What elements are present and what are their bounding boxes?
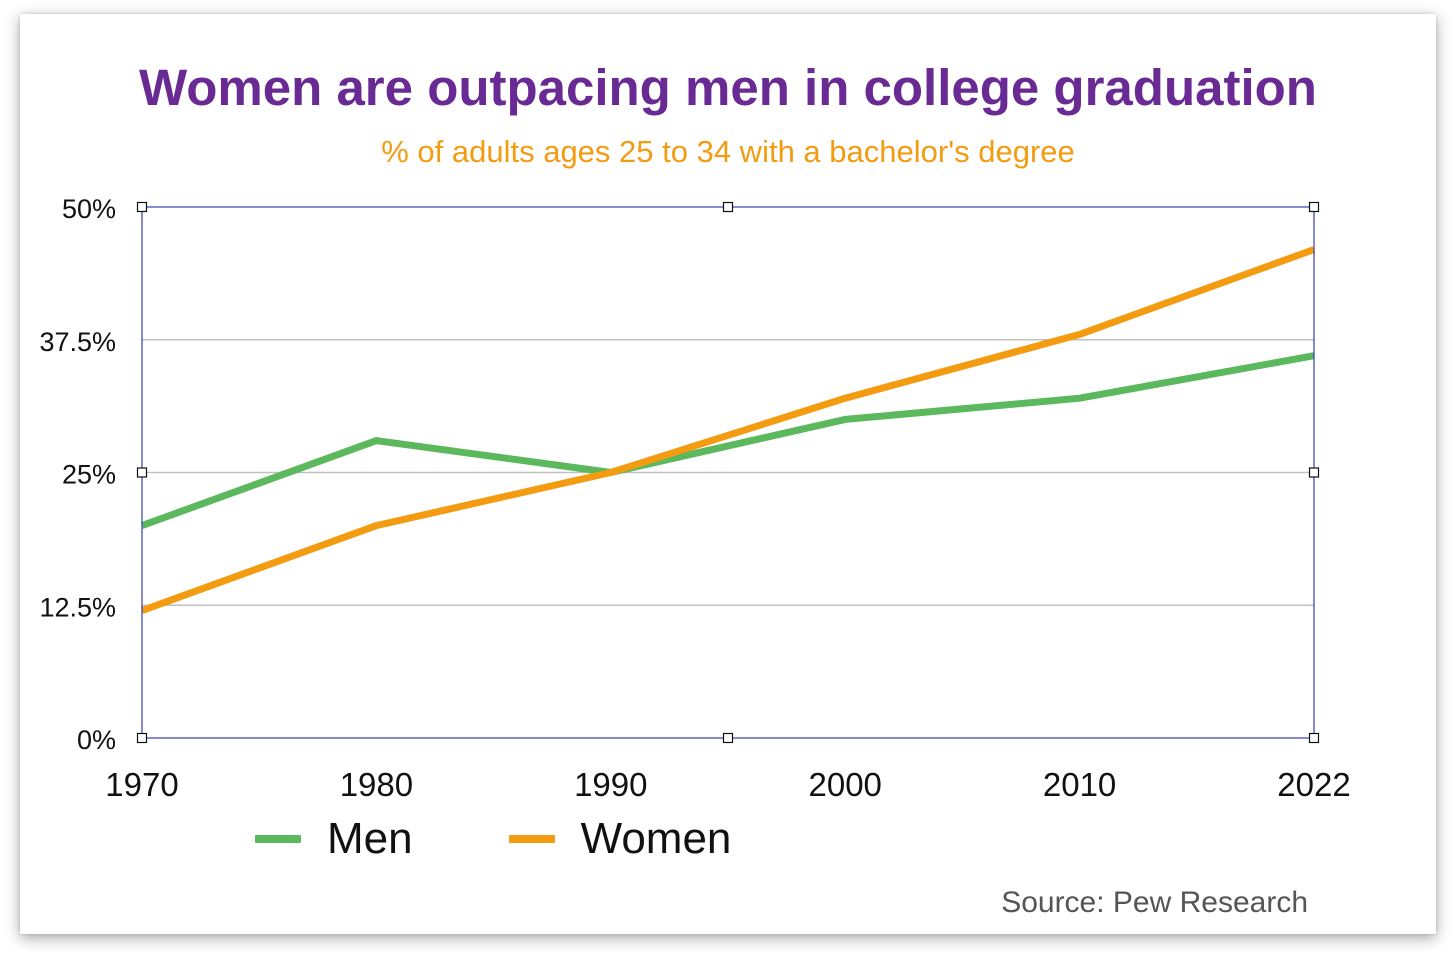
legend-label-men: Men xyxy=(327,814,413,863)
chart-title: Women are outpacing men in college gradu… xyxy=(139,59,1317,116)
resize-handle[interactable] xyxy=(722,732,734,744)
axes: 0% 12.5% 25% 37.5% 50% 1970 1980 1990 2000 2010 20… xyxy=(39,194,1350,803)
chart-legend: Men Women xyxy=(255,814,827,864)
resize-handle[interactable] xyxy=(722,201,734,213)
chart-subtitle: % of adults ages 25 to 34 with a bachelo… xyxy=(381,134,1075,169)
legend-swatch-women xyxy=(508,835,555,843)
resize-handle[interactable] xyxy=(1308,467,1320,478)
y-tick-label: 37.5% xyxy=(39,327,116,357)
x-tick-label: 2022 xyxy=(1277,766,1350,803)
legend-swatch-men xyxy=(255,835,301,843)
resize-handle[interactable] xyxy=(136,467,148,478)
series-line-men xyxy=(140,352,1315,529)
resize-handle[interactable] xyxy=(136,732,148,744)
y-tick-label: 0% xyxy=(77,725,116,755)
y-tick-label: 12.5% xyxy=(39,592,116,622)
x-tick-label: 1970 xyxy=(105,766,178,803)
resize-handle[interactable] xyxy=(136,201,148,213)
legend-item-men: Men xyxy=(255,814,413,864)
chart-card: Women are outpacing men in college gradu… xyxy=(20,14,1436,934)
y-tick-label: 25% xyxy=(62,460,116,490)
x-tick-label: 1990 xyxy=(574,766,647,803)
legend-label-women: Women xyxy=(580,814,732,863)
resize-handle[interactable] xyxy=(1308,201,1320,213)
x-tick-label: 1980 xyxy=(340,766,413,803)
selection-handles[interactable] xyxy=(136,201,1320,744)
gridlines xyxy=(142,339,1314,606)
legend-item-women: Women xyxy=(508,814,732,864)
x-tick-label: 2010 xyxy=(1043,766,1116,803)
chart-source: Source: Pew Research xyxy=(1001,886,1308,919)
series-line-women xyxy=(140,246,1316,614)
x-tick-label: 2000 xyxy=(808,766,881,803)
resize-handle[interactable] xyxy=(1308,732,1320,744)
y-tick-label: 50% xyxy=(62,194,116,224)
